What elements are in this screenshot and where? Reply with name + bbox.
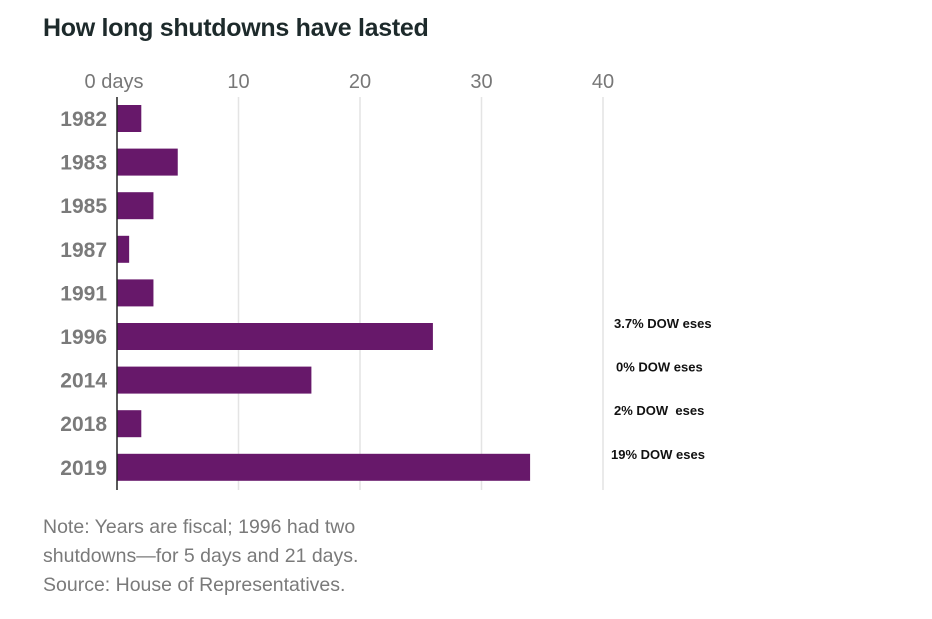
note-line: Note: Years are fiscal; 1996 had two xyxy=(43,516,356,538)
bars xyxy=(117,105,531,481)
category-label: 1987 xyxy=(60,239,107,262)
bar-2019 xyxy=(117,453,531,481)
x-tick-label: 20 xyxy=(349,71,371,93)
category-labels: 1982 1983 1985 1987 1991 1996 2014 2018 2019 xyxy=(60,108,107,480)
x-tick-label: 30 xyxy=(470,71,492,93)
annotation-label: 19% DOW eses xyxy=(611,447,705,462)
category-label: 1996 xyxy=(60,326,107,349)
x-tick-label: 0 days xyxy=(85,71,144,93)
annotations: 3.7% DOW eses 0% DOW eses 2% DOW eses 19% D… xyxy=(611,316,712,462)
bar-2014 xyxy=(117,366,312,394)
category-label: 1983 xyxy=(60,152,107,175)
bar-1983 xyxy=(117,148,178,176)
category-label: 1991 xyxy=(60,282,107,305)
category-label: 2018 xyxy=(60,413,107,436)
gridlines xyxy=(237,97,604,490)
bar-1985 xyxy=(117,192,154,220)
x-tick-label: 40 xyxy=(592,71,614,93)
chart-title: How long shutdowns have lasted xyxy=(43,14,429,42)
annotation-label: 2% DOW eses xyxy=(614,403,704,418)
source-line: Source: House of Representatives. xyxy=(43,574,346,596)
bar-1991 xyxy=(117,279,154,307)
note-line: shutdowns—for 5 days and 21 days. xyxy=(43,545,359,567)
category-label: 1985 xyxy=(60,195,107,218)
bar-1982 xyxy=(117,105,142,132)
bar-1996 xyxy=(117,323,433,350)
category-label: 2014 xyxy=(60,370,107,393)
bar-1987 xyxy=(117,235,130,263)
bar-2018 xyxy=(117,410,142,438)
chart-note: Note: Years are fiscal; 1996 had two shu… xyxy=(43,513,358,600)
annotation-label: 3.7% DOW eses xyxy=(614,316,712,331)
x-axis-ticks: 0 days 10 20 30 40 xyxy=(85,71,615,93)
category-label: 1982 xyxy=(60,108,107,131)
category-label: 2019 xyxy=(60,457,107,480)
annotation-label: 0% DOW eses xyxy=(616,360,703,375)
x-tick-label: 10 xyxy=(227,71,249,93)
